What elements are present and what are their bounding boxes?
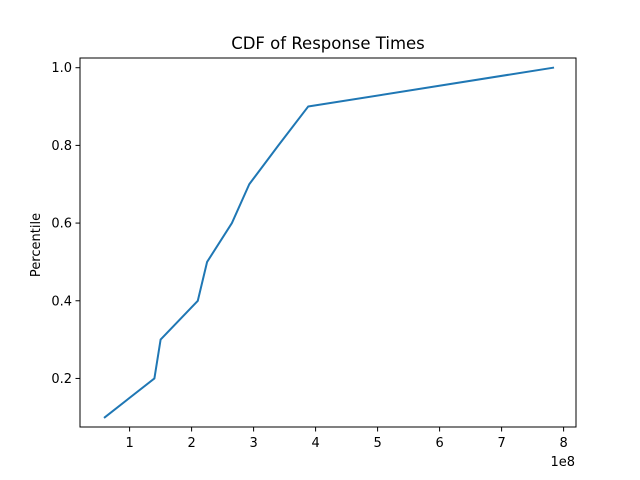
y-tick-label: 0.6 [51, 217, 72, 232]
series-line-0 [103, 66, 555, 419]
x-tick-label: 2 [187, 436, 195, 451]
x-tick-label: 4 [311, 436, 319, 451]
x-tick-label: 7 [497, 436, 505, 451]
x-tick-label: 1 [125, 436, 133, 451]
y-tick-label: 0.8 [51, 139, 72, 154]
x-axis-offset-label: 1e8 [550, 455, 575, 470]
x-tick-label: 5 [373, 436, 381, 451]
y-axis-label: Percentile [29, 213, 44, 277]
y-tick-label: 0.2 [51, 372, 72, 387]
x-tick-label: 3 [249, 436, 257, 451]
chart-title: CDF of Response Times [231, 34, 425, 53]
y-tick-label: 1.0 [51, 61, 72, 76]
plot-frame [79, 57, 577, 428]
x-tick-label: 8 [559, 436, 567, 451]
x-tick-label: 6 [435, 436, 443, 451]
y-tick-label: 0.4 [51, 294, 72, 309]
plot-area: 1 2 3 4 5 6 7 8 0.2 0.4 0.6 0.8 1.0 [51, 57, 577, 451]
